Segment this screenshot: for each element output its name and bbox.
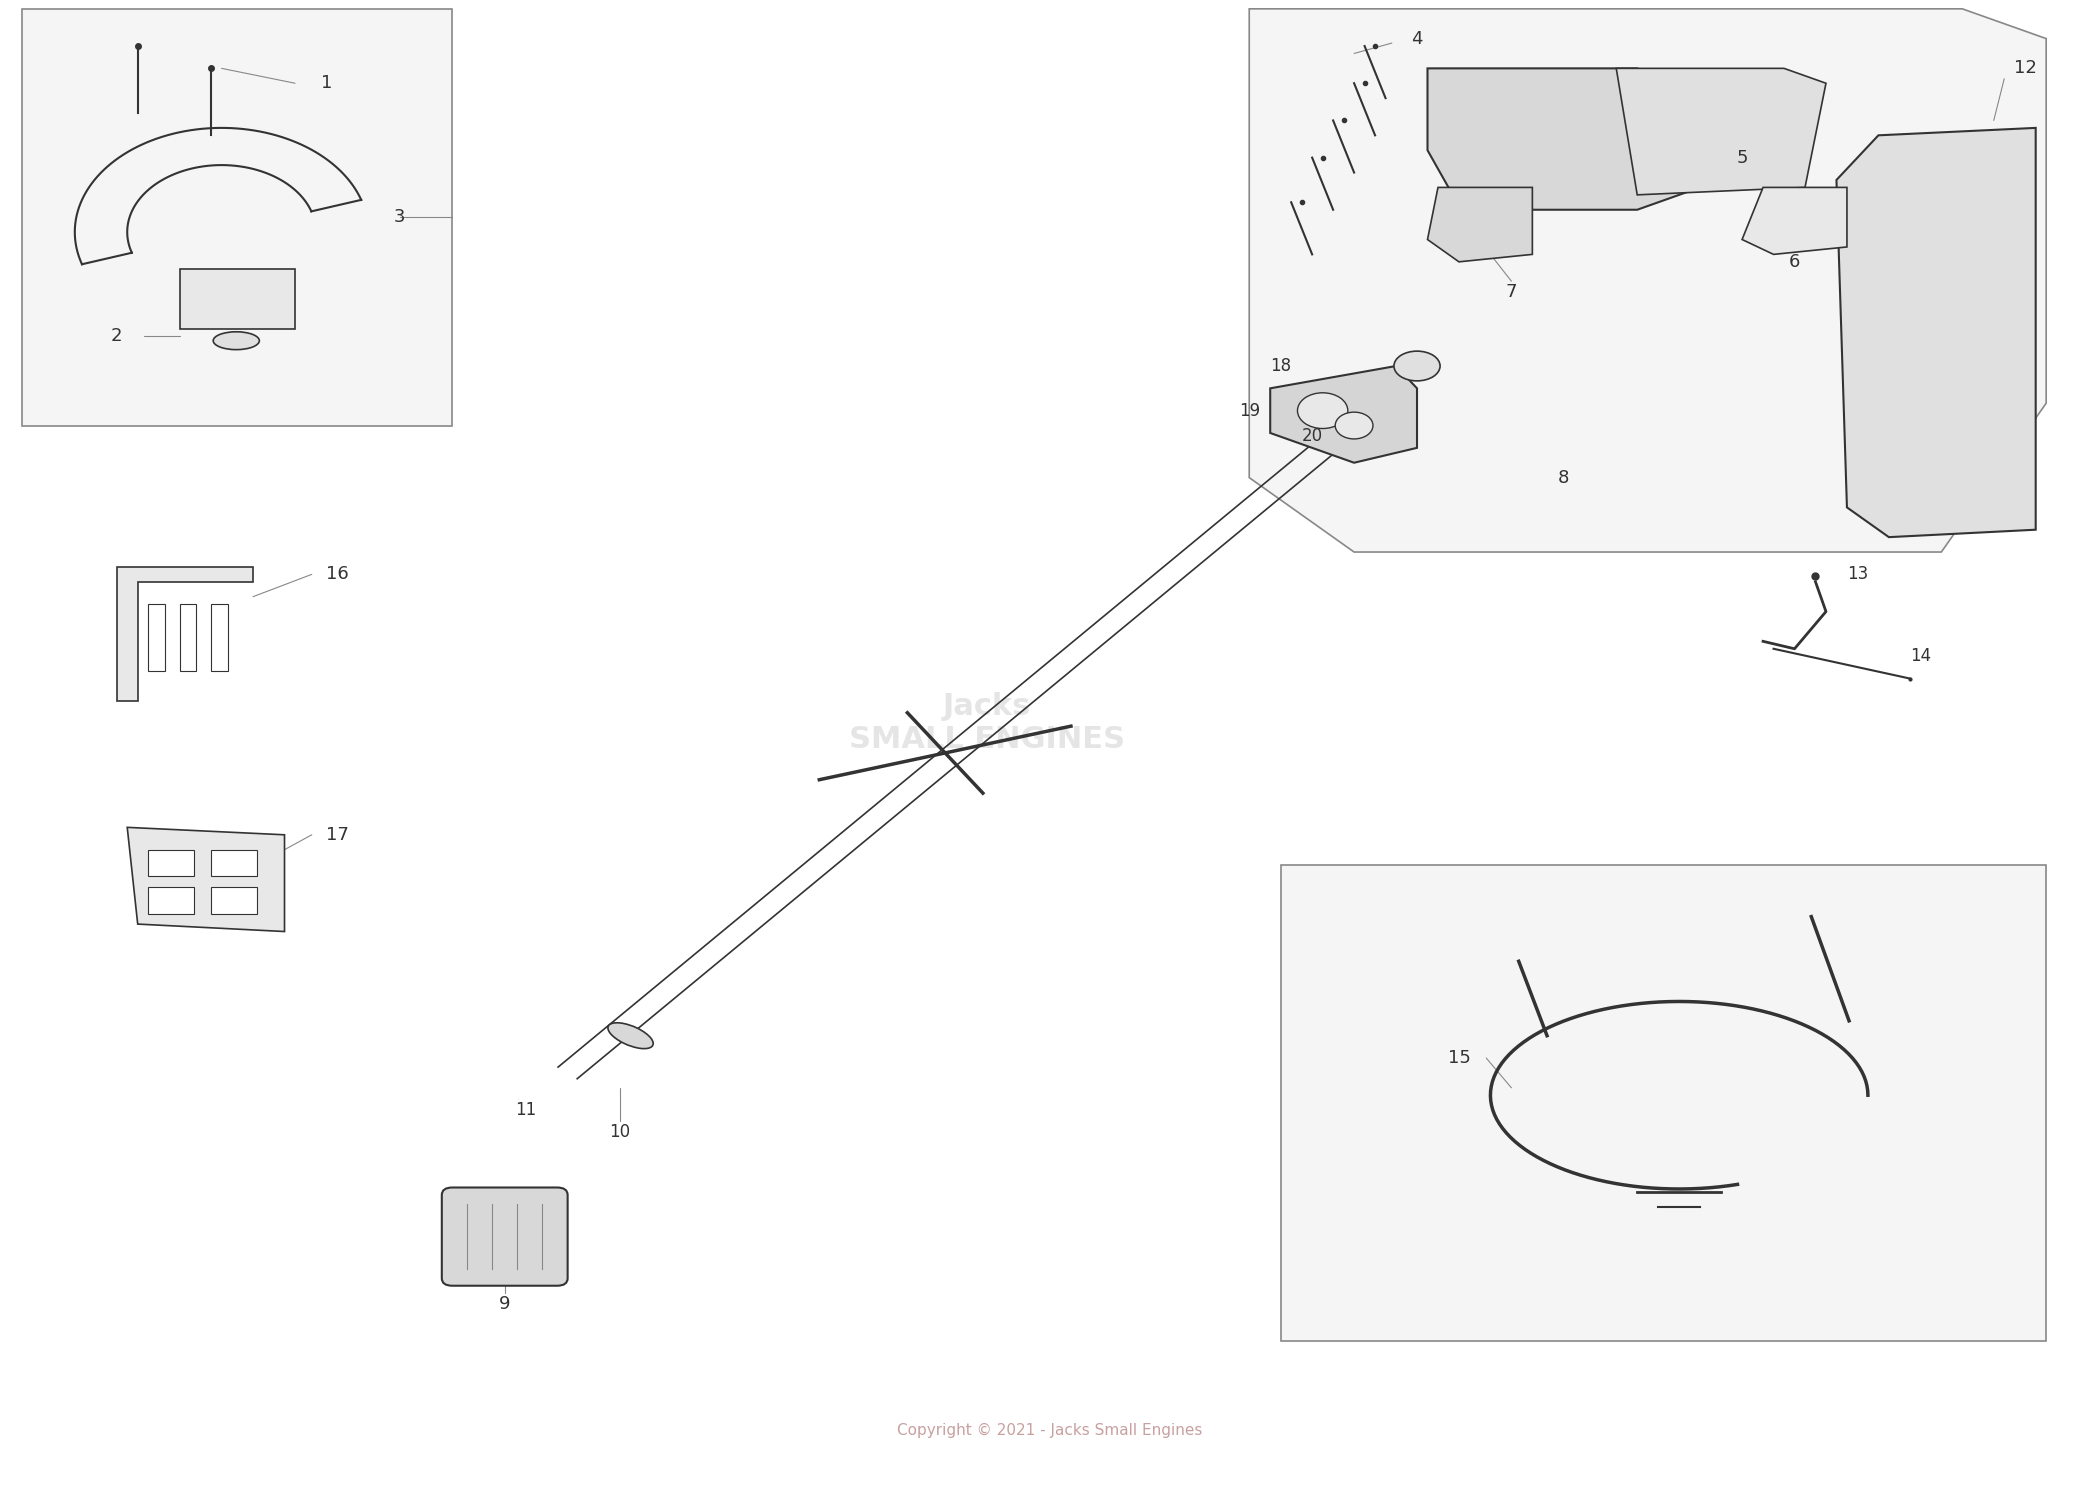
Text: 16: 16 xyxy=(326,565,349,583)
Bar xyxy=(149,604,166,671)
Bar xyxy=(1281,865,2045,1340)
Text: 5: 5 xyxy=(1737,149,1747,167)
Text: 6: 6 xyxy=(1789,253,1800,271)
Bar xyxy=(149,887,195,914)
Text: 11: 11 xyxy=(514,1102,536,1120)
Text: 17: 17 xyxy=(326,826,349,844)
Polygon shape xyxy=(128,828,284,932)
Text: Copyright © 2021 - Jacks Small Engines: Copyright © 2021 - Jacks Small Engines xyxy=(897,1422,1203,1437)
Bar xyxy=(23,9,452,425)
Ellipse shape xyxy=(607,1023,653,1048)
Text: 14: 14 xyxy=(1909,647,1930,665)
Text: 3: 3 xyxy=(395,209,405,227)
Text: 2: 2 xyxy=(111,327,122,346)
Text: 20: 20 xyxy=(1302,426,1323,444)
Bar xyxy=(181,270,294,330)
Polygon shape xyxy=(118,567,254,701)
Bar xyxy=(212,850,256,877)
Text: 13: 13 xyxy=(1846,565,1869,583)
Bar xyxy=(181,604,197,671)
Polygon shape xyxy=(1838,128,2035,537)
Circle shape xyxy=(1298,392,1348,428)
Text: 4: 4 xyxy=(1411,30,1424,48)
Bar xyxy=(212,604,229,671)
Polygon shape xyxy=(1428,188,1533,262)
Bar xyxy=(212,887,256,914)
Circle shape xyxy=(1336,412,1373,438)
Text: 12: 12 xyxy=(2014,60,2037,78)
Text: 10: 10 xyxy=(609,1123,630,1142)
Text: Jacks
SMALL ENGINES: Jacks SMALL ENGINES xyxy=(848,692,1126,754)
FancyBboxPatch shape xyxy=(441,1187,567,1285)
Text: 19: 19 xyxy=(1239,401,1260,419)
Text: 9: 9 xyxy=(500,1294,510,1312)
Polygon shape xyxy=(1743,188,1846,255)
Text: 15: 15 xyxy=(1447,1050,1470,1068)
Polygon shape xyxy=(1250,9,2045,552)
Polygon shape xyxy=(1270,365,1418,462)
Bar xyxy=(149,850,195,877)
Text: 7: 7 xyxy=(1506,283,1516,301)
Ellipse shape xyxy=(214,332,258,349)
Polygon shape xyxy=(1428,69,1722,210)
Text: 1: 1 xyxy=(321,75,332,92)
Text: 8: 8 xyxy=(1558,468,1569,486)
Polygon shape xyxy=(1617,69,1827,195)
Ellipse shape xyxy=(1394,350,1441,380)
Text: 18: 18 xyxy=(1270,356,1292,376)
